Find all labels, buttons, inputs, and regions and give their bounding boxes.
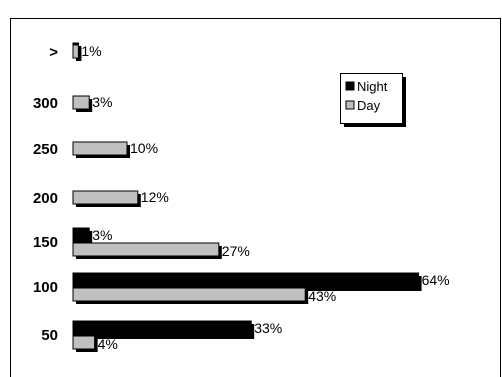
bars-layer <box>72 42 422 352</box>
bar-day <box>72 335 96 350</box>
data-label-day: 43% <box>308 288 336 304</box>
legend-swatch-day <box>345 100 355 110</box>
data-label-day: 12% <box>141 189 169 205</box>
data-label-day: 10% <box>130 140 158 156</box>
bar-night <box>72 320 252 337</box>
labels-layer: >300 250 200 150 100 50 1% 3% 10% 12% 3% 27% 64% 43% 3… <box>33 43 450 352</box>
category-label: 150 <box>33 234 58 251</box>
bar-day <box>72 242 220 257</box>
category-label: 50 <box>41 327 58 344</box>
data-label-night: 3% <box>92 227 112 243</box>
category-label: 250 <box>33 141 58 158</box>
category-label: 300 <box>33 95 58 112</box>
data-label-night: 33% <box>254 320 282 336</box>
category-label: 200 <box>33 190 58 207</box>
bar-day <box>72 95 90 110</box>
legend: Night Day <box>340 73 406 127</box>
bar-night <box>72 227 90 244</box>
legend-label-day: Day <box>357 98 381 113</box>
data-label-day: 1% <box>81 43 101 59</box>
category-label: 100 <box>33 279 58 296</box>
legend-swatch-night <box>345 81 355 91</box>
bar-day <box>72 190 139 205</box>
bar-night <box>72 272 420 289</box>
legend-label-night: Night <box>357 79 388 94</box>
data-label-day: 27% <box>222 243 250 259</box>
data-label-day: 3% <box>92 94 112 110</box>
data-label-night: 64% <box>422 272 450 288</box>
legend-box <box>340 73 403 124</box>
category-label: > <box>49 44 58 61</box>
bar-day <box>72 141 128 156</box>
data-label-day: 4% <box>98 336 118 352</box>
bar-day <box>72 44 79 59</box>
bar-day <box>72 287 306 302</box>
